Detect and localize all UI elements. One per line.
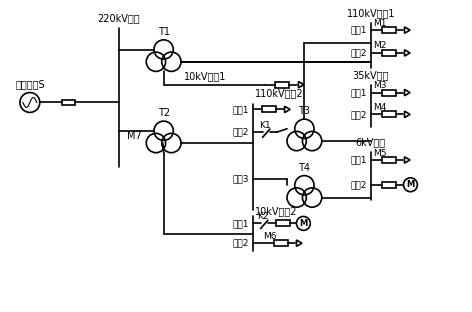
Text: 支路1: 支路1	[232, 219, 249, 228]
Text: M1: M1	[373, 19, 386, 28]
Text: T3: T3	[298, 106, 311, 116]
Bar	[382, 27, 396, 33]
Bar	[274, 240, 287, 246]
Bar	[382, 50, 396, 56]
Bar	[382, 182, 396, 188]
Text: 支路1: 支路1	[350, 155, 367, 164]
Text: 220kV母线: 220kV母线	[98, 13, 140, 23]
Text: 支路2: 支路2	[350, 110, 367, 119]
Text: 支路2: 支路2	[350, 180, 367, 189]
Bar	[382, 111, 396, 117]
Bar	[276, 220, 289, 227]
Text: 支路1: 支路1	[350, 88, 367, 97]
Text: M5: M5	[373, 149, 386, 158]
Text: T1: T1	[158, 27, 169, 37]
Bar	[275, 82, 288, 88]
Text: 支路1: 支路1	[350, 26, 367, 35]
Text: M6: M6	[263, 232, 276, 241]
Text: 等值系统S: 等值系统S	[15, 80, 45, 90]
Text: K1: K1	[259, 121, 270, 130]
Text: T2: T2	[158, 108, 170, 118]
Text: 支路2: 支路2	[233, 239, 249, 248]
Bar	[262, 106, 276, 112]
Text: M2: M2	[373, 41, 386, 51]
Text: 支路2: 支路2	[233, 128, 249, 137]
Text: M: M	[299, 219, 308, 228]
Text: 支路2: 支路2	[350, 48, 367, 57]
Text: 10kV母线1: 10kV母线1	[184, 71, 227, 81]
Text: M3: M3	[373, 81, 386, 90]
Text: K2: K2	[257, 212, 269, 221]
Text: 35kV母线: 35kV母线	[353, 70, 389, 80]
Text: 110kV母线2: 110kV母线2	[255, 89, 303, 99]
Text: M7: M7	[127, 131, 142, 141]
Text: 支路1: 支路1	[232, 105, 249, 114]
Text: 6kV母线: 6kV母线	[356, 137, 386, 147]
Text: 10kV母线2: 10kV母线2	[255, 207, 297, 217]
Bar	[382, 90, 396, 95]
Text: T4: T4	[298, 163, 311, 173]
Text: M4: M4	[373, 103, 386, 112]
Text: 110kV母线1: 110kV母线1	[346, 8, 395, 18]
Text: M: M	[406, 180, 414, 189]
Bar	[61, 100, 76, 105]
Text: 支路3: 支路3	[232, 174, 249, 183]
Bar	[382, 157, 396, 163]
